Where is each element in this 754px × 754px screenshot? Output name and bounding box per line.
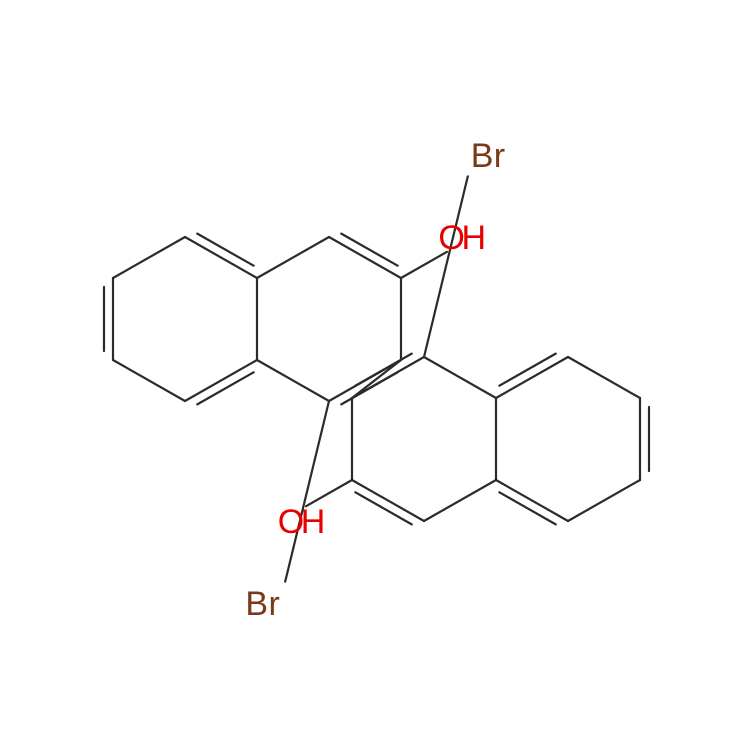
svg-text:r: r [494, 137, 505, 175]
atom-label: OH [438, 219, 486, 257]
svg-text:H: H [301, 503, 326, 541]
svg-text:H: H [461, 219, 486, 257]
atom-label: Br [245, 585, 279, 623]
svg-text:r: r [268, 585, 279, 623]
atom-label: Br [471, 137, 505, 175]
molecule-canvas: OHOHBrBr [0, 0, 754, 754]
svg-text:B: B [245, 585, 268, 623]
atom-label: OH [278, 503, 326, 541]
svg-text:B: B [471, 137, 494, 175]
